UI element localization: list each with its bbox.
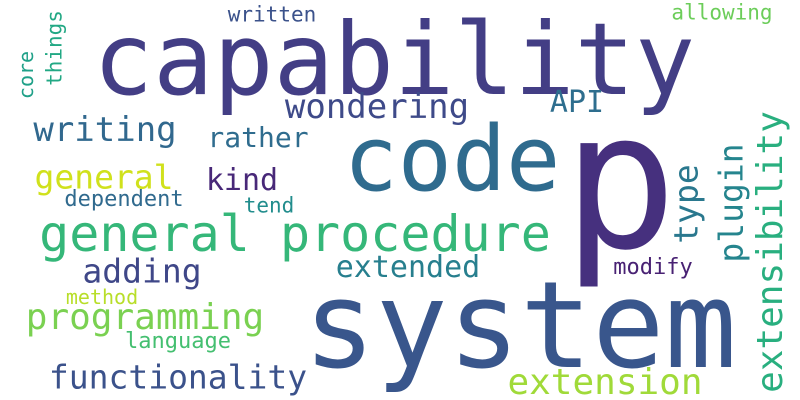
- word-programming: programming: [25, 297, 265, 338]
- word-modify: modify: [613, 255, 693, 280]
- word-api: API: [549, 85, 605, 120]
- word-type: type: [666, 164, 706, 244]
- word-extensibility: extensibility: [750, 111, 791, 393]
- word-general-procedure: general procedure: [39, 205, 551, 263]
- word-written: written: [227, 2, 317, 27]
- word-language: language: [125, 329, 231, 354]
- word-extension: extension: [507, 362, 703, 400]
- word-functionality: functionality: [48, 357, 308, 397]
- word-core: core: [14, 50, 38, 100]
- word-things: things: [42, 10, 67, 86]
- word-rather: rather: [207, 121, 309, 154]
- word-system: system: [303, 257, 737, 396]
- word-allowing: allowing: [671, 0, 773, 25]
- word-extended: extended: [335, 250, 481, 285]
- word-plugin: plugin: [711, 143, 751, 263]
- word-p: p: [562, 71, 678, 292]
- word-tend: tend: [243, 193, 295, 218]
- word-wondering: wondering: [284, 87, 470, 127]
- word-capability: capability: [92, 1, 696, 118]
- word-general: general: [34, 157, 174, 197]
- word-writing: writing: [33, 110, 177, 150]
- word-dependent: dependent: [64, 187, 184, 212]
- word-method: method: [65, 285, 139, 309]
- word-adding: adding: [82, 251, 202, 291]
- word-kind: kind: [205, 163, 279, 198]
- word-code: code: [343, 107, 561, 212]
